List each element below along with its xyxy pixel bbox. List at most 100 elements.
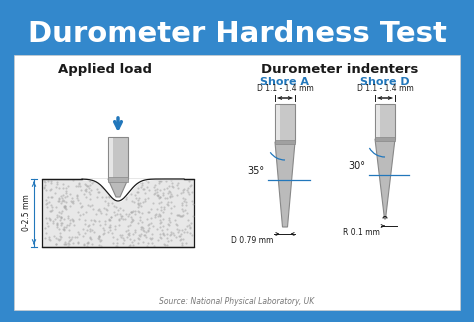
Point [66,221,73,226]
Point [80,192,88,197]
Point [42,230,50,235]
Point [175,228,183,233]
Point [77,213,84,218]
Point [58,208,65,213]
Point [139,228,146,233]
Point [147,206,155,212]
Point [150,243,157,248]
Point [70,199,77,204]
Point [177,233,184,239]
FancyBboxPatch shape [376,105,380,138]
Point [68,200,76,205]
Point [129,232,137,237]
Point [64,215,72,221]
Point [141,196,149,201]
Point [82,186,90,192]
Point [105,192,113,197]
Point [55,185,63,191]
Point [97,211,105,216]
Point [183,224,191,229]
Point [43,197,50,203]
Point [117,213,125,219]
Point [53,212,60,217]
Point [58,195,66,200]
Point [128,209,136,214]
Point [59,182,67,187]
Point [52,184,59,189]
Point [88,241,96,246]
Point [74,184,82,189]
Point [46,187,54,192]
Point [125,231,132,236]
Point [174,230,182,235]
Point [57,210,65,215]
Point [52,241,59,246]
Point [164,238,172,243]
Point [128,186,135,191]
Point [128,216,136,221]
Point [156,179,164,184]
Point [179,208,186,213]
Point [174,212,182,217]
Point [60,227,68,232]
Point [167,191,174,196]
Point [109,194,117,199]
Point [135,221,142,226]
Point [126,222,134,227]
Point [109,191,117,196]
Point [137,234,144,239]
Point [75,229,82,234]
Point [57,214,64,219]
Point [139,225,147,231]
Point [161,242,169,247]
Point [82,195,90,200]
Point [81,231,89,236]
Point [160,242,168,247]
Point [77,187,85,192]
Point [138,211,146,216]
FancyBboxPatch shape [109,138,113,178]
Point [73,193,81,198]
Point [163,226,171,232]
Point [138,220,146,225]
Point [119,216,127,222]
Point [188,189,195,194]
Point [165,215,173,221]
Point [159,192,167,197]
Point [98,194,106,199]
Point [151,213,159,218]
Point [169,230,177,235]
Point [95,233,103,239]
Point [95,207,102,212]
Point [180,229,187,234]
Point [122,183,130,188]
FancyBboxPatch shape [275,140,295,144]
Point [97,243,105,248]
Point [109,200,116,205]
Point [109,181,117,186]
Point [110,203,118,208]
Point [166,189,173,194]
Point [79,211,87,216]
Point [95,219,102,224]
Point [101,180,109,185]
Point [142,191,149,196]
Point [52,241,59,246]
Point [83,240,91,245]
Point [114,185,122,190]
Point [96,222,104,227]
Point [94,207,101,212]
Point [186,230,194,235]
Point [113,243,120,249]
Point [97,208,104,213]
Point [158,227,166,232]
Point [40,178,47,183]
Point [112,204,120,209]
Point [87,226,94,232]
Point [53,225,61,230]
Point [54,181,61,186]
Point [149,224,157,229]
Point [99,225,107,231]
Text: D 0.79 mm: D 0.79 mm [231,236,273,245]
Point [43,188,50,193]
